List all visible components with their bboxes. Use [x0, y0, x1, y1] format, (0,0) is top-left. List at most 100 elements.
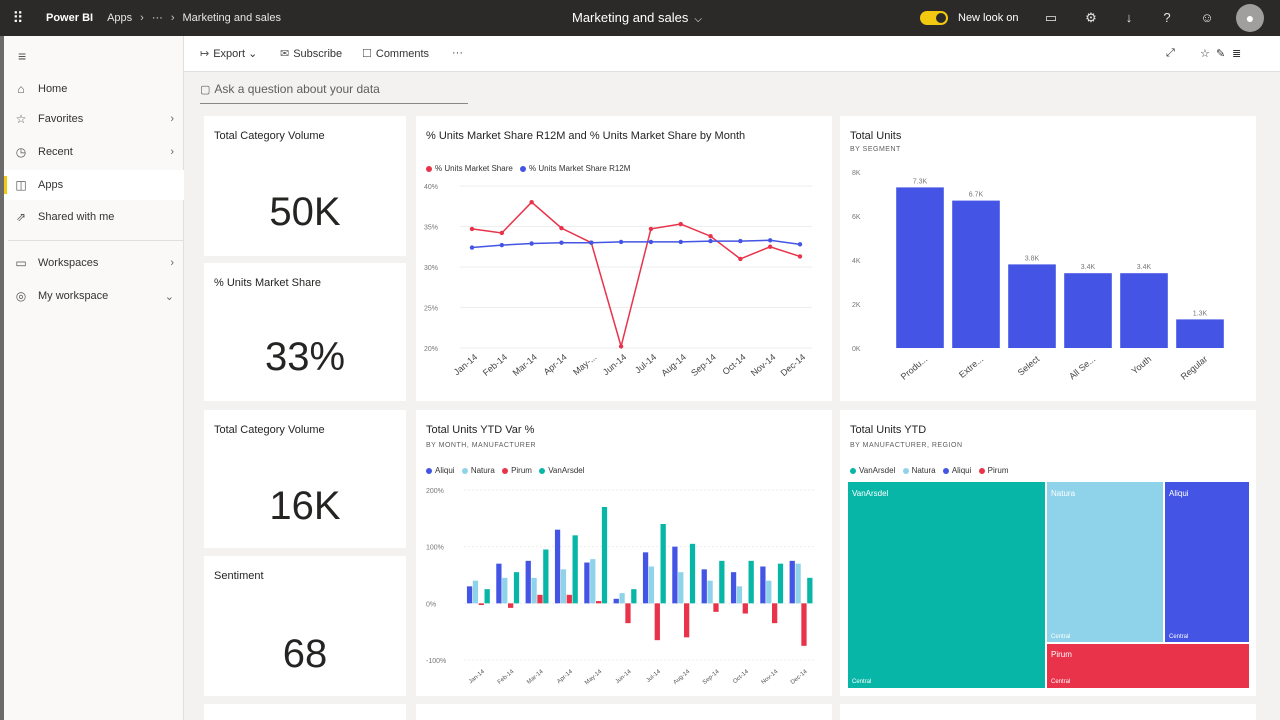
legend-swatch	[539, 467, 546, 474]
column-bar	[554, 529, 561, 604]
y-tick-label: 8K	[852, 170, 861, 177]
column-bar	[736, 586, 743, 604]
y-tick-label: 40%	[424, 184, 438, 191]
kpi-value: 33%	[264, 335, 346, 379]
column-bar	[601, 507, 608, 604]
nav-item-recent[interactable]: ◷ Recent ›	[4, 137, 184, 167]
bar	[952, 200, 1000, 348]
column-bar	[642, 552, 649, 604]
nav-item-favorites[interactable]: ☆ Favorites ›	[4, 104, 184, 134]
column-bar	[807, 577, 813, 604]
y-tick-label: 6K	[852, 214, 861, 221]
nav-item-shared-with-me[interactable]: ⇗ Shared with me	[4, 202, 184, 232]
app-launcher-icon[interactable]: ⠿	[12, 10, 24, 27]
subscribe-button[interactable]: ✉ Subscribe	[280, 47, 342, 60]
help-icon[interactable]: ?	[1163, 10, 1171, 25]
column-bar	[472, 580, 479, 604]
column-bar	[596, 601, 602, 604]
user-avatar[interactable]: ●	[1236, 4, 1264, 32]
x-tick-label: Jul-14	[633, 352, 658, 375]
qna-search-input[interactable]: ▢ Ask a question about your data	[200, 82, 468, 104]
kpi-card-sentiment[interactable]: Sentiment 68	[204, 556, 406, 696]
download-icon[interactable]: ↓	[1125, 10, 1133, 25]
chevron-right-icon: ›	[170, 113, 174, 125]
data-point	[499, 230, 505, 236]
export-button[interactable]: ↦ Export ⌄	[200, 47, 257, 60]
data-point	[708, 238, 713, 244]
hamburger-menu-icon[interactable]: ≡	[18, 48, 27, 64]
qna-placeholder: Ask a question about your data	[214, 82, 380, 96]
nav-item-my-workspace[interactable]: ◎ My workspace ⌄	[4, 281, 184, 311]
more-options-button[interactable]: ···	[452, 47, 463, 59]
notifications-icon[interactable]: ▭	[1044, 10, 1058, 25]
legend-swatch	[426, 467, 432, 474]
data-point	[678, 221, 683, 227]
legend-label: Pirum	[511, 466, 532, 475]
y-tick-label: 2K	[852, 302, 861, 309]
y-tick-label: 35%	[424, 225, 438, 232]
x-tick-label: Jan-14	[468, 669, 486, 686]
kpi-title: % Units Market Share	[214, 277, 321, 289]
favorite-star-icon[interactable]: ☆	[1200, 48, 1210, 60]
breadcrumb-more[interactable]: ···	[151, 12, 163, 24]
y-tick-label: 25%	[424, 306, 438, 313]
series-line	[471, 201, 801, 350]
subscribe-label: Subscribe	[293, 48, 343, 60]
feedback-smiley-icon[interactable]: ☺	[1200, 10, 1214, 25]
kpi-card-total-category-volume[interactable]: Total Category Volume 50K	[204, 116, 406, 256]
line-chart: 40% 35% 30% 25% 20% Jan-14 Feb-14 Mar-14 Apr-14 M…	[424, 184, 812, 378]
data-point	[767, 244, 773, 249]
column-bar	[660, 524, 666, 604]
share-icon: ⇗	[15, 210, 27, 224]
workspaces-icon: ▭	[15, 256, 27, 270]
nav-item-home[interactable]: ⌂ Home	[4, 74, 184, 104]
data-point	[618, 344, 624, 349]
comments-button[interactable]: ☐ Comments	[362, 47, 429, 60]
view-list-icon[interactable]: ≣	[1232, 48, 1242, 60]
kpi-card-total-category-volume-2[interactable]: Total Category Volume 16K	[204, 410, 406, 548]
brand-name[interactable]: Power BI	[46, 12, 94, 24]
column-bar	[678, 572, 684, 604]
expand-icon[interactable]: ⤢	[1166, 47, 1175, 59]
new-look-toggle[interactable]	[920, 11, 948, 25]
mail-icon: ✉	[280, 48, 290, 60]
column-bar	[748, 560, 754, 604]
clustered-column-card[interactable]: Total Units YTD Var % BY MONTH, MANUFACT…	[416, 410, 832, 696]
line-chart-card[interactable]: % Units Market Share R12M and % Units Ma…	[416, 116, 832, 401]
kpi-card-units-market-share[interactable]: % Units Market Share 33%	[204, 263, 406, 401]
data-point	[797, 254, 803, 259]
report-title-dropdown[interactable]: Marketing and sales ⌵	[572, 10, 702, 25]
chevron-right-icon: ›	[140, 12, 144, 24]
column-bar	[496, 563, 502, 604]
partial-card	[204, 704, 406, 720]
column-bar	[502, 577, 508, 604]
nav-item-workspaces[interactable]: ▭ Workspaces ›	[4, 248, 184, 278]
column-bar	[531, 577, 537, 604]
bar-chart-card[interactable]: Total Units BY SEGMENT 8K 6K 4K 2K 0K 7.3K Pro…	[840, 116, 1256, 401]
x-tick-label: Oct-14	[721, 352, 748, 377]
data-point	[469, 245, 475, 250]
qna-chat-icon: ▢	[200, 84, 211, 96]
settings-gear-icon[interactable]: ⚙	[1085, 10, 1097, 25]
column-bar	[590, 559, 596, 604]
column-bar	[513, 572, 520, 604]
data-point	[559, 225, 564, 231]
treemap-tile-natura[interactable]	[1047, 482, 1163, 642]
nav-item-apps[interactable]: ◫ Apps	[4, 170, 184, 200]
my-workspace-icon: ◎	[15, 289, 27, 303]
treemap-label: Natura	[1051, 489, 1076, 498]
treemap-tile-pirum[interactable]	[1047, 644, 1249, 688]
edit-pencil-icon[interactable]: ✎	[1216, 48, 1226, 60]
breadcrumb-apps[interactable]: Apps	[107, 12, 133, 24]
nav-item-label: Home	[38, 83, 68, 95]
export-icon: ↦	[200, 48, 210, 60]
data-label: 3.4K	[1081, 264, 1096, 271]
column-bar	[742, 603, 748, 614]
column-bar	[537, 594, 543, 604]
treemap-tile-aliqui[interactable]	[1165, 482, 1249, 642]
treemap-sublabel: Central	[852, 679, 871, 685]
treemap-tile-vanarsdel[interactable]	[848, 482, 1045, 688]
breadcrumb-current[interactable]: Marketing and sales	[182, 12, 281, 24]
chevron-down-icon: ⌄	[164, 290, 174, 303]
treemap-card[interactable]: Total Units YTD BY MANUFACTURER, REGION …	[840, 410, 1256, 696]
